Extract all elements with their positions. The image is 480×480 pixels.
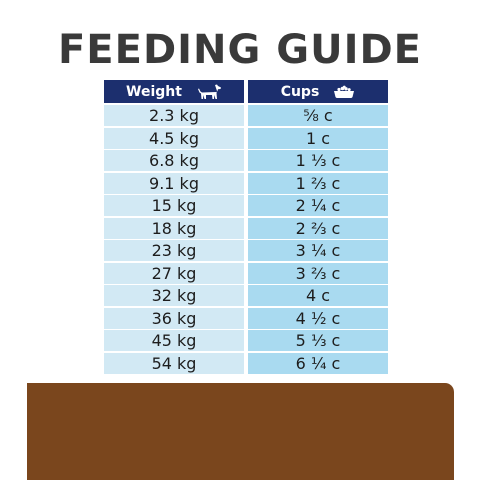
table-row: 18 kg 2 ⅔ c — [104, 217, 388, 239]
cups-cell: 4 c — [248, 285, 388, 306]
weight-column-header: Weight — [104, 80, 244, 103]
weight-header-label: Weight — [126, 83, 182, 100]
cups-cell: 1 ⅓ c — [248, 150, 388, 171]
cups-cell: 2 ¼ c — [248, 195, 388, 216]
table-row: 54 kg 6 ¼ c — [104, 352, 388, 374]
cups-cell: 3 ⅔ c — [248, 262, 388, 284]
weight-cell: 32 kg — [104, 285, 244, 306]
page-title: FEEDING GUIDE — [57, 27, 422, 73]
table-row: 4.5 kg 1 c — [104, 127, 388, 149]
table-row: 36 kg 4 ½ c — [104, 307, 388, 329]
weight-cell: 4.5 kg — [104, 127, 244, 149]
table-row: 45 kg 5 ⅓ c — [104, 330, 388, 351]
cups-cell: 5 ⅓ c — [248, 330, 388, 351]
table-header: Weight Cups — [104, 80, 388, 103]
weight-cell: 15 kg — [104, 195, 244, 216]
cups-cell: 4 ½ c — [248, 307, 388, 329]
table-row: 2.3 kg ⅝ c — [104, 105, 388, 126]
weight-cell: 18 kg — [104, 217, 244, 239]
table-row: 27 kg 3 ⅔ c — [104, 262, 388, 284]
feeding-table: Weight Cups 2.3 kg ⅝ c — [104, 80, 388, 374]
table-row: 9.1 kg 1 ⅔ c — [104, 172, 388, 194]
weight-cell: 54 kg — [104, 352, 244, 374]
dog-icon — [196, 84, 222, 100]
weight-cell: 36 kg — [104, 307, 244, 329]
table-row: 6.8 kg 1 ⅓ c — [104, 150, 388, 171]
table-row: 15 kg 2 ¼ c — [104, 195, 388, 216]
cups-header-label: Cups — [280, 83, 320, 100]
weight-cell: 9.1 kg — [104, 172, 244, 194]
cups-cell: ⅝ c — [248, 105, 388, 126]
weight-cell: 45 kg — [104, 330, 244, 351]
table-row: 23 kg 3 ¼ c — [104, 240, 388, 261]
table-row: 32 kg 4 c — [104, 285, 388, 306]
food-bowl-icon — [333, 85, 355, 99]
cups-cell: 3 ¼ c — [248, 240, 388, 261]
cups-column-header: Cups — [248, 80, 388, 103]
cups-cell: 6 ¼ c — [248, 352, 388, 374]
cups-cell: 1 ⅔ c — [248, 172, 388, 194]
cups-cell: 1 c — [248, 127, 388, 149]
weight-cell: 23 kg — [104, 240, 244, 261]
weight-cell: 2.3 kg — [104, 105, 244, 126]
cups-cell: 2 ⅔ c — [248, 217, 388, 239]
weight-cell: 27 kg — [104, 262, 244, 284]
weight-cell: 6.8 kg — [104, 150, 244, 171]
brown-band — [27, 383, 454, 480]
